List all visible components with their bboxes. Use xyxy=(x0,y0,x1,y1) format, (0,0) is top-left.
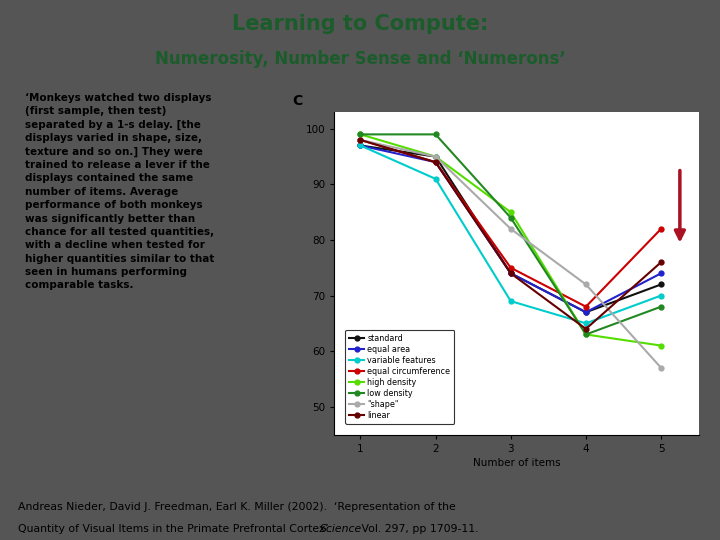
"shape" xyxy=(657,364,665,371)
Line: equal circumference: equal circumference xyxy=(358,138,664,309)
low density xyxy=(506,214,515,221)
equal circumference xyxy=(431,159,440,165)
variable features xyxy=(506,298,515,305)
low density xyxy=(356,131,365,138)
linear xyxy=(431,159,440,165)
equal circumference xyxy=(356,137,365,143)
Line: linear: linear xyxy=(358,138,664,332)
"shape" xyxy=(356,137,365,143)
variable features xyxy=(657,292,665,299)
linear xyxy=(582,326,590,332)
"shape" xyxy=(506,226,515,232)
"shape" xyxy=(582,281,590,288)
Line: equal area: equal area xyxy=(358,143,664,315)
Text: Vol. 297, pp 1709-11.: Vol. 297, pp 1709-11. xyxy=(358,524,478,534)
equal area xyxy=(582,309,590,315)
linear xyxy=(657,259,665,266)
high density xyxy=(506,209,515,215)
Text: Science: Science xyxy=(320,524,363,534)
variable features xyxy=(582,320,590,327)
"shape" xyxy=(431,153,440,160)
Legend: standard, equal area, variable features, equal circumference, high density, low : standard, equal area, variable features,… xyxy=(346,330,454,424)
low density xyxy=(431,131,440,138)
variable features xyxy=(431,176,440,182)
standard xyxy=(657,281,665,288)
Text: Andreas Nieder, David J. Freedman, Earl K. Miller (2002).  ‘Representation of th: Andreas Nieder, David J. Freedman, Earl … xyxy=(18,502,456,512)
equal area xyxy=(356,142,365,149)
equal area xyxy=(657,270,665,276)
Line: standard: standard xyxy=(358,143,664,315)
X-axis label: Number of items: Number of items xyxy=(472,458,560,468)
equal area xyxy=(431,159,440,165)
standard xyxy=(582,309,590,315)
equal circumference xyxy=(506,265,515,271)
Text: Learning to Compute:: Learning to Compute: xyxy=(232,14,488,34)
Line: "shape": "shape" xyxy=(358,138,664,370)
low density xyxy=(582,331,590,338)
variable features xyxy=(356,142,365,149)
Text: ‘Monkeys watched two displays
(first sample, then test)
separated by a 1-s delay: ‘Monkeys watched two displays (first sam… xyxy=(24,93,214,291)
linear xyxy=(356,137,365,143)
standard xyxy=(356,142,365,149)
high density xyxy=(431,153,440,160)
equal area xyxy=(506,270,515,276)
standard xyxy=(506,270,515,276)
Line: variable features: variable features xyxy=(358,143,664,326)
Line: low density: low density xyxy=(358,132,664,337)
high density xyxy=(356,131,365,138)
Line: high density: high density xyxy=(358,132,664,348)
equal circumference xyxy=(582,303,590,310)
Text: Quantity of Visual Items in the Primate Prefrontal Cortex’.: Quantity of Visual Items in the Primate … xyxy=(18,524,339,534)
linear xyxy=(506,270,515,276)
high density xyxy=(582,331,590,338)
low density xyxy=(657,303,665,310)
standard xyxy=(431,153,440,160)
equal circumference xyxy=(657,226,665,232)
high density xyxy=(657,342,665,349)
Text: Numerosity, Number Sense and ‘Numerons’: Numerosity, Number Sense and ‘Numerons’ xyxy=(155,50,565,68)
Text: C: C xyxy=(292,94,302,109)
